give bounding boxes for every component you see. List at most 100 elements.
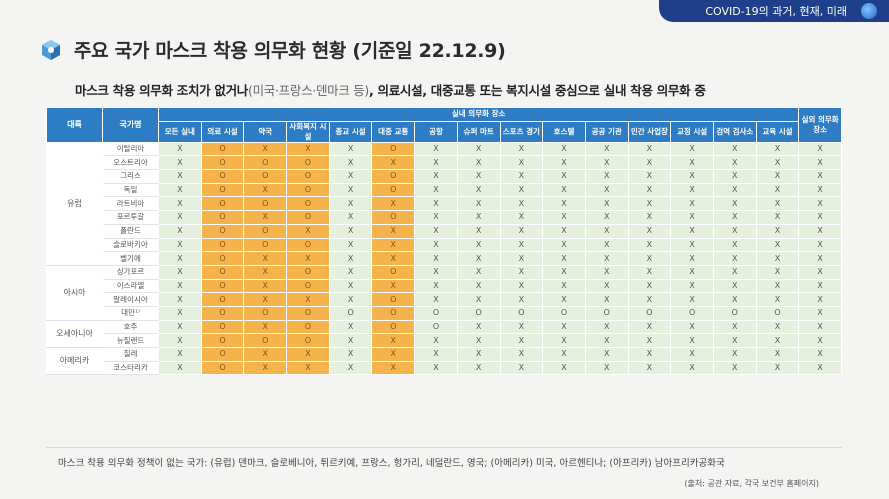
mandate-cell: X bbox=[627, 251, 672, 266]
mandate-cell: O bbox=[200, 360, 245, 376]
mandate-cell: X bbox=[755, 251, 800, 266]
mandate-cell: X bbox=[755, 182, 800, 198]
mandate-cell: X bbox=[499, 319, 544, 335]
country-cell: 오스트리아 bbox=[102, 155, 159, 171]
mandate-cell: O bbox=[200, 319, 245, 335]
mandate-cell: X bbox=[499, 251, 544, 266]
country-cell: 대만¹⁾ bbox=[102, 305, 159, 321]
mandate-cell: X bbox=[328, 141, 373, 157]
country-cell: 이탈리아 bbox=[102, 141, 159, 157]
mandate-cell: X bbox=[456, 347, 501, 362]
mandate-cell: X bbox=[627, 333, 672, 348]
mandate-cell: X bbox=[670, 360, 714, 376]
mandate-cell: O bbox=[200, 278, 245, 294]
mandate-cell: X bbox=[456, 237, 501, 253]
mandate-cell: X bbox=[670, 169, 714, 184]
mandate-cell: X bbox=[542, 223, 586, 239]
mandate-cell: X bbox=[499, 237, 544, 253]
mandate-cell: O bbox=[286, 169, 330, 184]
mandate-cell: X bbox=[286, 347, 330, 362]
mandate-cell: X bbox=[414, 223, 458, 239]
mandate-cell: X bbox=[755, 141, 800, 157]
mandate-cell: X bbox=[158, 182, 202, 198]
mandate-cell: X bbox=[542, 237, 586, 253]
mandate-cell: X bbox=[584, 237, 629, 253]
mandate-cell: X bbox=[584, 251, 629, 266]
mandate-cell: O bbox=[243, 237, 288, 253]
mandate-cell: X bbox=[670, 292, 714, 307]
header-col-7: 슈퍼 마트 bbox=[456, 120, 501, 143]
mandate-cell: X bbox=[542, 278, 586, 294]
header-col-11: 민간 사업장 bbox=[627, 120, 672, 143]
continent-cell: 오세아니아 bbox=[46, 319, 103, 349]
mandate-cell: X bbox=[712, 278, 757, 294]
table-row: 독일 X O X O X O X X X X X X X X X X bbox=[47, 182, 842, 198]
header-col-6: 공항 bbox=[414, 120, 458, 143]
mandate-cell: X bbox=[584, 292, 629, 307]
mandate-cell: O bbox=[243, 305, 288, 321]
table-row: 오스트리아 X O O O X X X X X X X X X X X X bbox=[47, 155, 842, 171]
mandate-cell: X bbox=[243, 182, 288, 198]
table-row: 그리스 X O O O X O X X X X X X X X X X bbox=[47, 169, 842, 184]
mandate-cell: X bbox=[712, 210, 757, 225]
mandate-cell: O bbox=[200, 155, 245, 171]
mandate-cell: X bbox=[243, 347, 288, 362]
table-row: 라트비아 X O O O X X X X X X X X X X X X bbox=[47, 196, 842, 212]
banner-text: COVID-19의 과거, 현재, 미래 bbox=[705, 5, 847, 18]
mandate-cell: O bbox=[456, 305, 501, 321]
mandate-cell: X bbox=[798, 264, 842, 280]
mandate-cell: X bbox=[584, 141, 629, 157]
header-col-14: 교육 시설 bbox=[755, 120, 800, 143]
mandate-cell: X bbox=[158, 210, 202, 225]
header-col-12: 교정 시설 bbox=[670, 120, 714, 143]
mandate-cell: X bbox=[670, 237, 714, 253]
mandate-cell: X bbox=[371, 155, 416, 171]
mandate-cell: X bbox=[456, 196, 501, 212]
country-cell: 포르투갈 bbox=[102, 210, 159, 225]
mandate-cell: X bbox=[328, 169, 373, 184]
mandate-cell: X bbox=[414, 210, 458, 225]
mandate-cell: X bbox=[670, 333, 714, 348]
table-row: 코스타리카 X O X X X X X X X X X X X X X X bbox=[47, 360, 842, 376]
page-title: 주요 국가 마스크 착용 의무화 현황 (기준일 22.12.9) bbox=[74, 40, 506, 62]
table-row: 오세아니아 호주 X O X O X O O X X X X X X X X X bbox=[46, 319, 842, 349]
mandate-cell: X bbox=[670, 264, 714, 280]
mandate-cell: X bbox=[456, 210, 501, 225]
mandate-cell: X bbox=[542, 210, 586, 225]
mandate-cell: X bbox=[712, 264, 757, 280]
mandate-cell: X bbox=[542, 347, 586, 362]
mandate-cell: O bbox=[200, 347, 245, 362]
mandate-cell: X bbox=[499, 292, 544, 307]
mandate-cell: X bbox=[670, 347, 714, 362]
mandate-cell: X bbox=[499, 278, 544, 294]
mandate-cell: X bbox=[798, 223, 842, 239]
mandate-cell: O bbox=[200, 251, 245, 266]
mandate-cell: X bbox=[414, 251, 458, 266]
mandate-cell: X bbox=[328, 182, 373, 198]
mandate-cell: X bbox=[456, 360, 501, 376]
diamond-logo-icon bbox=[42, 39, 60, 60]
country-cell: 슬로바키아 bbox=[102, 237, 159, 253]
mandate-cell: O bbox=[243, 169, 288, 184]
subtitle-part1: 마스크 착용 의무화 조치가 없거나 bbox=[75, 83, 249, 98]
source-note: (출처: 공관 자료, 각국 보건부 홈페이지) bbox=[684, 479, 819, 488]
mandate-cell: X bbox=[584, 169, 629, 184]
mandate-cell: O bbox=[414, 305, 458, 321]
mandate-cell: X bbox=[584, 319, 629, 335]
mandate-cell: X bbox=[286, 292, 330, 307]
country-cell: 호주 bbox=[102, 319, 159, 335]
mandate-cell: O bbox=[286, 196, 330, 212]
mandate-cell: X bbox=[158, 347, 202, 362]
mandate-cell: O bbox=[542, 305, 586, 321]
mandate-cell: X bbox=[627, 155, 672, 171]
continent-cell: 아시아 bbox=[46, 264, 103, 321]
mandate-cell: O bbox=[371, 264, 416, 280]
mandate-cell: X bbox=[414, 292, 458, 307]
mandate-cell: X bbox=[499, 182, 544, 198]
header-outdoor: 실외 의무화 장소 bbox=[798, 107, 842, 143]
mandate-cell: O bbox=[371, 169, 416, 184]
mask-mandate-table: 대륙 국가명 실내 의무화 장소 실외 의무화 장소 모든 실내 의료 시설 약국 사… bbox=[46, 107, 842, 376]
mandate-cell: X bbox=[328, 319, 373, 335]
mandate-cell: X bbox=[542, 319, 586, 335]
mandate-cell: X bbox=[328, 237, 373, 253]
